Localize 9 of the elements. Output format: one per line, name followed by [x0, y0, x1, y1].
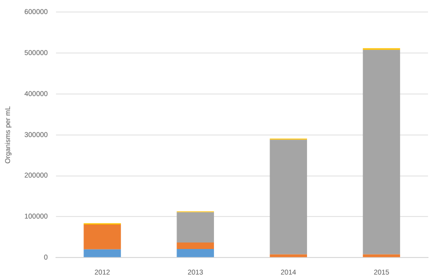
bar: [176, 212, 214, 242]
bar: [362, 50, 400, 254]
bar: [84, 224, 121, 250]
bar: [176, 249, 214, 258]
bar: [176, 242, 214, 250]
bar: [270, 254, 308, 258]
bar: [84, 249, 121, 258]
bar: [270, 140, 308, 254]
bar: [362, 254, 400, 258]
